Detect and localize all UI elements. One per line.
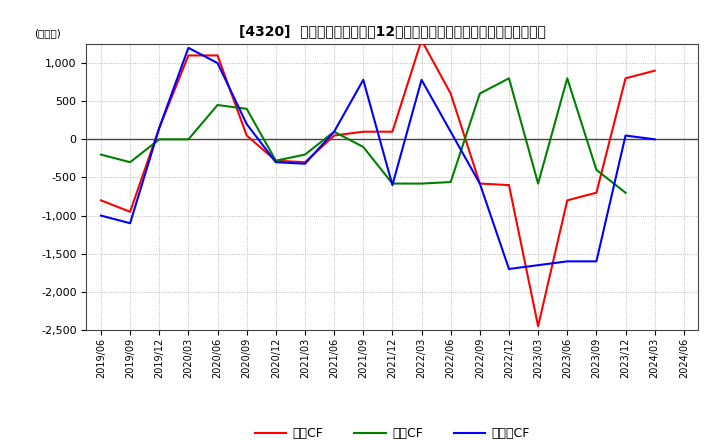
- 投賃CF: [534, 181, 542, 186]
- フリーCF: [301, 161, 310, 166]
- 営業CF: [330, 133, 338, 138]
- 投賃CF: [417, 181, 426, 186]
- 営業CF: [155, 125, 163, 131]
- 投賃CF: [359, 144, 368, 150]
- フリーCF: [359, 77, 368, 82]
- 営業CF: [213, 53, 222, 58]
- 投賃CF: [271, 158, 280, 163]
- フリーCF: [621, 133, 630, 138]
- 営業CF: [505, 183, 513, 188]
- 投賃CF: [155, 137, 163, 142]
- 投賃CF: [96, 152, 105, 157]
- 投賃CF: [184, 137, 193, 142]
- フリーCF: [126, 220, 135, 226]
- フリーCF: [213, 60, 222, 66]
- 営業CF: [650, 68, 659, 73]
- 投賃CF: [621, 190, 630, 195]
- 営業CF: [592, 190, 600, 195]
- 営業CF: [184, 53, 193, 58]
- フリーCF: [330, 129, 338, 134]
- 営業CF: [446, 91, 455, 96]
- 投賃CF: [563, 76, 572, 81]
- フリーCF: [534, 263, 542, 268]
- 投賃CF: [301, 152, 310, 157]
- Line: 投賃CF: 投賃CF: [101, 78, 626, 193]
- フリーCF: [96, 213, 105, 218]
- Line: 営業CF: 営業CF: [101, 40, 654, 326]
- 営業CF: [243, 133, 251, 138]
- 営業CF: [359, 129, 368, 134]
- フリーCF: [475, 181, 484, 186]
- 営業CF: [96, 198, 105, 203]
- フリーCF: [388, 183, 397, 188]
- フリーCF: [505, 266, 513, 271]
- 営業CF: [563, 198, 572, 203]
- 営業CF: [417, 37, 426, 43]
- 投賃CF: [505, 76, 513, 81]
- Text: (百万円): (百万円): [35, 28, 61, 38]
- 投賃CF: [446, 180, 455, 185]
- 営業CF: [301, 160, 310, 165]
- 投賃CF: [475, 91, 484, 96]
- 投賃CF: [243, 106, 251, 111]
- 営業CF: [126, 209, 135, 214]
- フリーCF: [243, 121, 251, 127]
- フリーCF: [184, 45, 193, 51]
- フリーCF: [650, 137, 659, 142]
- フリーCF: [446, 129, 455, 134]
- 投賃CF: [213, 103, 222, 108]
- 投賃CF: [330, 129, 338, 134]
- 投賃CF: [388, 181, 397, 186]
- フリーCF: [592, 259, 600, 264]
- フリーCF: [155, 125, 163, 131]
- Legend: 営業CF, 投賃CF, フリーCF: 営業CF, 投賃CF, フリーCF: [250, 422, 535, 440]
- Line: フリーCF: フリーCF: [101, 48, 654, 269]
- 営業CF: [534, 323, 542, 329]
- 投賃CF: [592, 167, 600, 172]
- Title: [4320]  キャッシュフローの12か月移動合計の対前年同期増減額の推移: [4320] キャッシュフローの12か月移動合計の対前年同期増減額の推移: [239, 25, 546, 39]
- フリーCF: [417, 77, 426, 82]
- 営業CF: [621, 76, 630, 81]
- 投賃CF: [126, 160, 135, 165]
- 営業CF: [271, 158, 280, 163]
- 営業CF: [388, 129, 397, 134]
- フリーCF: [563, 259, 572, 264]
- フリーCF: [271, 160, 280, 165]
- 営業CF: [475, 181, 484, 186]
